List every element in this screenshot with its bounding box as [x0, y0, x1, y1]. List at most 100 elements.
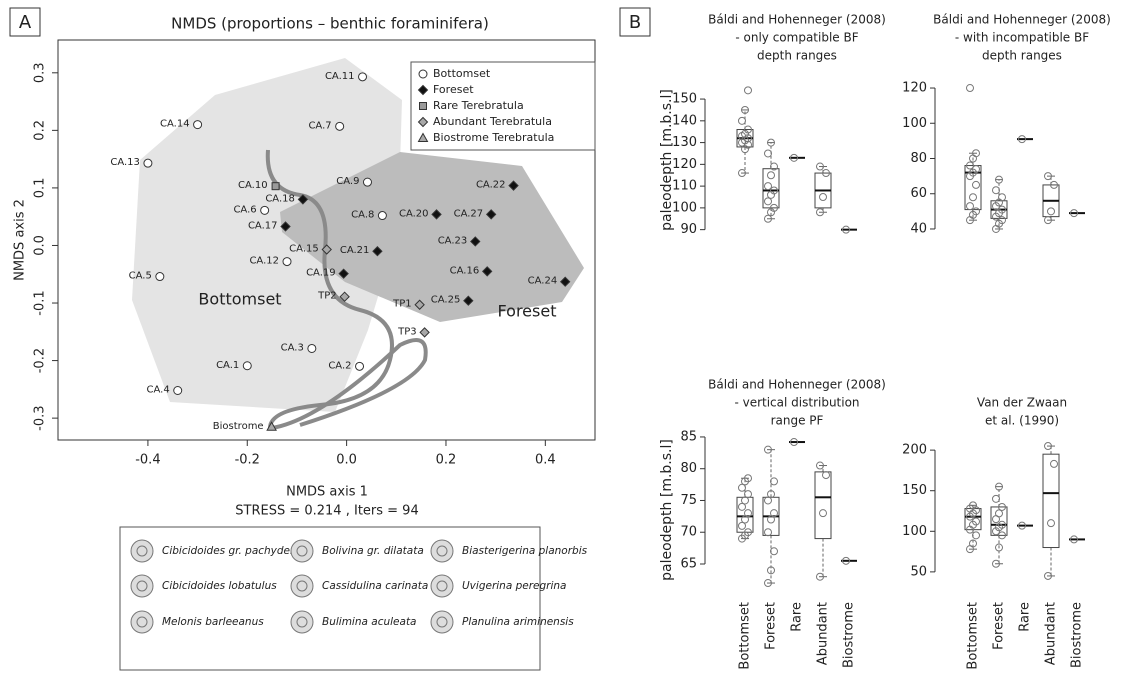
point: [816, 162, 824, 171]
point: [842, 556, 850, 565]
region-label: Bottomset: [198, 290, 281, 309]
marker: [143, 158, 153, 168]
point-label: CA.21: [340, 245, 370, 256]
point: [972, 207, 980, 216]
point: [764, 214, 772, 223]
point-label: CA.1: [216, 360, 239, 371]
point: [738, 521, 746, 530]
y-tick-label: 70: [680, 525, 697, 540]
x-axis-title: NMDS axis 1: [286, 485, 368, 500]
y-tick-label: 85: [680, 429, 697, 444]
species-icon: [136, 580, 148, 592]
marker: [417, 132, 429, 142]
bottomset-hull: [132, 58, 402, 412]
point: [1044, 571, 1052, 580]
marker: [463, 295, 474, 306]
species-label: Cibicidoides gr. pachyderma: [162, 545, 311, 557]
point-label: CA.8: [351, 210, 374, 221]
point: [816, 461, 824, 470]
point-label: CA.23: [438, 235, 468, 246]
point: [770, 477, 778, 486]
marker: [242, 361, 252, 371]
chart-title: - vertical distribution: [734, 396, 859, 410]
marker: [377, 211, 387, 221]
point: [1050, 180, 1058, 189]
box: [814, 471, 832, 540]
point: [972, 149, 980, 158]
point-label: CA.10: [238, 180, 268, 191]
y-tick-label: 60: [910, 186, 927, 201]
point: [822, 169, 830, 178]
x-tick-label: 0.2: [436, 453, 457, 468]
legend-box: [410, 61, 596, 151]
y-tick-label: 150: [902, 483, 927, 498]
chart-title: - with incompatible BF: [955, 31, 1089, 45]
point: [1050, 459, 1058, 468]
point-label: CA.15: [289, 243, 319, 254]
y-tick-label: 80: [680, 461, 697, 476]
point: [767, 171, 775, 180]
point: [842, 225, 850, 234]
point-label: CA.9: [336, 176, 359, 187]
marker: [260, 205, 270, 215]
marker: [419, 327, 430, 338]
marker: [485, 209, 497, 220]
marker: [508, 180, 519, 191]
point: [998, 520, 1006, 529]
point: [1070, 209, 1078, 218]
point-label: CA.12: [249, 256, 279, 267]
point-label: TP1: [392, 299, 412, 310]
species-icon: [290, 539, 314, 563]
chart-title: et al. (1990): [985, 414, 1059, 428]
species-icon: [436, 616, 448, 628]
point: [738, 169, 746, 178]
point-label: CA.24: [528, 276, 558, 287]
point: [1044, 216, 1052, 225]
chart-title: depth ranges: [757, 49, 837, 63]
x-tick-label: Rare: [1018, 602, 1033, 632]
point: [998, 216, 1006, 225]
y-tick-label: 0.3: [33, 62, 48, 83]
panel-label: B: [629, 12, 641, 33]
region-label: Foreset: [498, 302, 557, 321]
y-tick-label: 40: [910, 221, 927, 236]
point: [1044, 172, 1052, 181]
chart-title: Van der Zwaan: [977, 396, 1067, 410]
point: [767, 138, 775, 147]
x-tick-label: -0.2: [235, 453, 260, 468]
species-icon: [130, 574, 154, 598]
marker: [418, 69, 428, 79]
point: [1070, 535, 1078, 544]
species-label: Biasterigerina planorbis: [462, 545, 588, 557]
species-label: Melonis barleeanus: [162, 616, 264, 628]
point: [966, 202, 974, 211]
legend-label: Rare Terebratula: [433, 99, 524, 112]
marker: [335, 121, 345, 131]
chart-title: range PF: [771, 414, 824, 428]
y-tick-label: 130: [672, 135, 697, 150]
marker: [271, 182, 280, 191]
species-icon: [296, 545, 308, 557]
point: [972, 517, 980, 526]
point: [998, 502, 1006, 511]
point: [744, 125, 752, 134]
point-label: CA.18: [265, 193, 295, 204]
point-label: CA.16: [450, 265, 480, 276]
point: [995, 482, 1003, 491]
marker: [280, 221, 291, 232]
marker: [282, 257, 292, 267]
y-tick-label: 50: [910, 564, 927, 579]
point: [770, 509, 778, 518]
x-tick-label: Abundant: [816, 602, 831, 665]
y-tick-label: 80: [910, 151, 927, 166]
point: [741, 515, 749, 524]
species-label: Cibicidoides lobatulus: [162, 580, 277, 592]
legend-label: Biostrome Terebratula: [433, 131, 554, 144]
chart-title: Báldi and Hohenneger (2008): [708, 378, 886, 392]
point: [998, 193, 1006, 202]
point: [767, 490, 775, 499]
point: [969, 501, 977, 510]
marker: [155, 272, 165, 282]
point: [992, 559, 1000, 568]
